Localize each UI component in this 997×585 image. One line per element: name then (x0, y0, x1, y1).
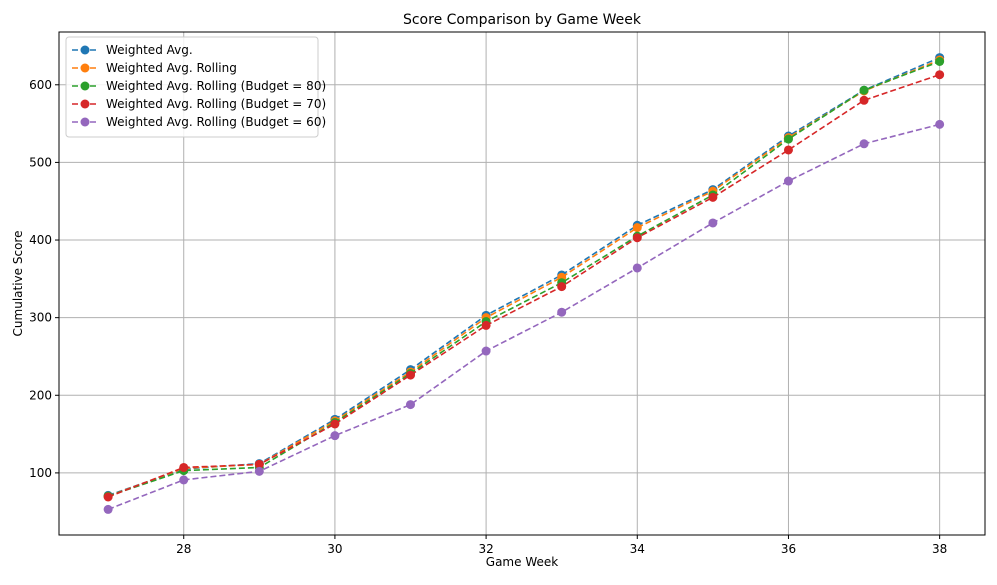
grid (59, 32, 985, 535)
x-axis-title: Game Week (486, 555, 558, 569)
y-tick-label: 500 (29, 155, 52, 169)
data-point (859, 85, 869, 95)
legend-item: Weighted Avg. Rolling (Budget = 70) (72, 97, 326, 111)
legend-label: Weighted Avg. Rolling (Budget = 70) (106, 97, 326, 111)
data-point (859, 95, 869, 105)
legend-item: Weighted Avg. (72, 43, 193, 57)
legend-marker (80, 63, 90, 73)
data-point (557, 282, 567, 292)
data-point (935, 70, 945, 80)
series-line (107, 123, 940, 511)
data-point (330, 431, 340, 441)
data-point (179, 462, 189, 472)
series-line (107, 56, 940, 497)
y-tick-label: 600 (29, 78, 52, 92)
x-tick-label: 38 (932, 542, 947, 556)
legend-item: Weighted Avg. Rolling (Budget = 60) (72, 115, 326, 129)
legend-item: Weighted Avg. Rolling (72, 61, 237, 75)
data-point (708, 218, 718, 228)
legend-marker (80, 81, 90, 91)
series-line (107, 59, 940, 497)
y-tick-label: 100 (29, 466, 52, 480)
x-tick-label: 28 (176, 542, 191, 556)
legend: Weighted Avg. Weighted Avg. Rolling Weight… (65, 36, 326, 138)
data-point (330, 419, 340, 429)
legend-label: Weighted Avg. Rolling (Budget = 60) (106, 115, 326, 129)
data-point (557, 307, 567, 317)
chart-title: Score Comparison by Game Week (403, 12, 642, 28)
series-line (107, 73, 940, 498)
data-point (103, 492, 113, 502)
data-point (632, 233, 642, 243)
y-axis-title: Cumulative Score (11, 231, 25, 337)
data-point (481, 346, 491, 356)
x-tick-label: 36 (781, 542, 796, 556)
axis-ticks: 28 30 32 34 36 38 100 200 300 400 500 600 (29, 78, 947, 556)
series-4 (103, 70, 945, 502)
legend-label: Weighted Avg. Rolling (Budget = 80) (106, 79, 326, 93)
legend-item: Weighted Avg. Rolling (Budget = 80) (72, 79, 326, 93)
data-point (935, 119, 945, 129)
plot-frame (58, 31, 986, 536)
data-point (783, 134, 793, 144)
y-tick-label: 300 (29, 311, 52, 325)
legend-marker (80, 117, 90, 127)
data-point (632, 263, 642, 273)
data-point (783, 176, 793, 186)
x-tick-label: 32 (478, 542, 493, 556)
series-line (107, 60, 940, 497)
y-tick-label: 400 (29, 233, 52, 247)
data-point (254, 459, 264, 469)
data-point (406, 370, 416, 380)
legend-label: Weighted Avg. (106, 43, 193, 57)
x-tick-label: 34 (630, 542, 645, 556)
data-point (783, 145, 793, 155)
series-5 (103, 119, 945, 514)
data-point (406, 400, 416, 410)
data-point (859, 139, 869, 149)
legend-box (65, 36, 319, 138)
y-tick-label: 200 (29, 388, 52, 402)
data-point (179, 475, 189, 485)
legend-marker (80, 45, 90, 55)
data-point (708, 192, 718, 202)
series-layer (103, 53, 945, 514)
data-point (632, 223, 642, 233)
x-tick-label: 30 (327, 542, 342, 556)
data-point (935, 56, 945, 66)
data-point (103, 504, 113, 514)
legend-marker (80, 99, 90, 109)
data-point (481, 320, 491, 330)
legend-label: Weighted Avg. Rolling (106, 61, 237, 75)
data-point (254, 466, 264, 476)
